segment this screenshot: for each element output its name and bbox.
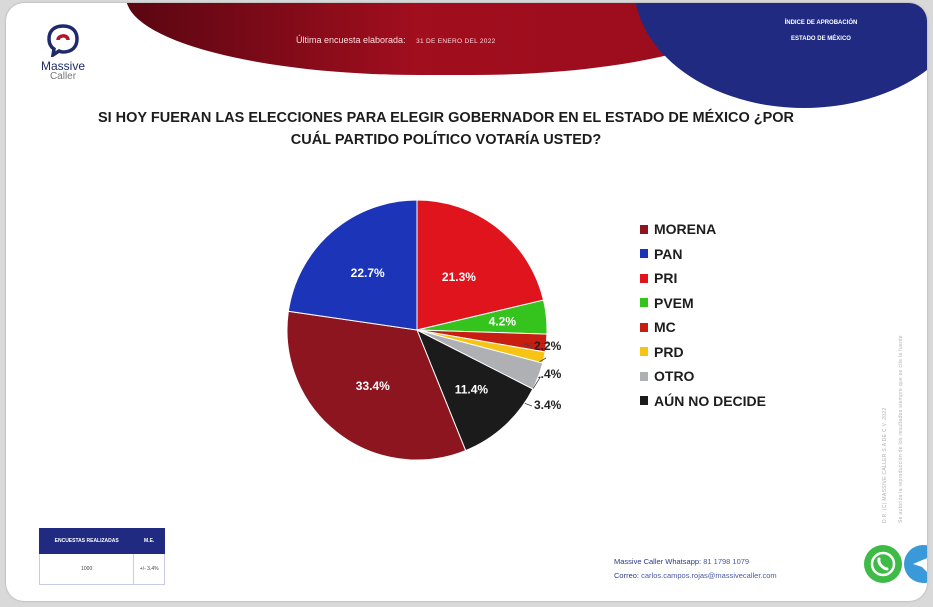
chart-title: SI HOY FUERAN LAS ELECCIONES PARA ELEGIR… xyxy=(66,107,826,151)
pie-slice-morena xyxy=(286,310,467,461)
brand-name-main: Massive xyxy=(40,59,85,73)
brand-name: Massive Caller xyxy=(38,60,88,82)
telegram-icon[interactable] xyxy=(904,545,927,583)
pie-slice-pri xyxy=(416,199,545,331)
legend-label-morena: MORENA xyxy=(654,221,717,238)
chart-legend: MORENA PAN PRI PVEM MC PRD OTRO AÚN NO DECIDE xyxy=(640,217,766,413)
pie-slice-aun xyxy=(416,328,534,452)
stats-cell-me: +/- 3.4% xyxy=(133,553,165,585)
contact-email: Correo: carlos.campos.rojas@massivecalle… xyxy=(614,569,777,583)
slice-label-pvem: 4.2% xyxy=(489,314,517,328)
legend-label-pri: PRI xyxy=(654,270,678,287)
legend-swatch-pvem xyxy=(640,298,648,308)
slice-label-aun: 11.4% xyxy=(455,382,489,396)
survey-card: Última encuesta elaborada: 31 DE ENERO D… xyxy=(6,3,927,601)
legend-label-prd: PRD xyxy=(654,343,684,360)
legend-swatch-pri xyxy=(640,273,648,283)
pie-slice-pan xyxy=(287,199,418,331)
legend-item-aun: AÚN NO DECIDE xyxy=(640,389,766,414)
email-link[interactable]: carlos.campos.rojas@massivecaller.com xyxy=(641,571,777,580)
banner-date: 31 DE ENERO DEL 2022 xyxy=(416,38,496,45)
legend-item-pan: PAN xyxy=(640,242,766,267)
legend-item-pri: PRI xyxy=(640,266,766,291)
whatsapp-icon[interactable] xyxy=(864,545,902,583)
chat-bubble-icon xyxy=(47,24,79,57)
slice-label-pri: 21.3% xyxy=(442,270,476,284)
banner-label: Última encuesta elaborada: xyxy=(296,35,406,45)
legend-label-pvem: PVEM xyxy=(654,294,694,311)
legend-item-pvem: PVEM xyxy=(640,291,766,316)
legend-item-mc: MC xyxy=(640,315,766,340)
corner-line2: ESTADO DE MÉXICO xyxy=(791,36,851,42)
corner-text: ÍNDICE DE APROBACIÓN ESTADO DE MÉXICO xyxy=(756,15,886,47)
legend-label-otro: OTRO xyxy=(654,368,695,385)
legend-swatch-morena xyxy=(640,224,648,234)
email-label: Correo: xyxy=(614,571,640,580)
chart-title-line1: SI HOY FUERAN LAS ELECCIONES PARA ELEGIR… xyxy=(97,110,795,126)
legend-swatch-prd xyxy=(640,347,648,357)
stats-header-surveys: ENCUESTAS REALIZADAS xyxy=(38,528,135,554)
legend-swatch-mc xyxy=(640,322,648,332)
pie-chart: 21.3%4.2%2.2%1.4%3.4%11.4%33.4%22.7% xyxy=(286,199,562,461)
banner-text: Última encuesta elaborada: 31 DE ENERO D… xyxy=(296,35,496,45)
slice-label-otro: 3.4% xyxy=(534,398,562,412)
stats-table: ENCUESTAS REALIZADAS M.E. 1000 +/- 3.4% xyxy=(38,528,165,585)
legend-label-aun: AÚN NO DECIDE xyxy=(654,392,767,409)
leader-line-mc xyxy=(523,342,549,348)
legend-item-morena: MORENA xyxy=(640,217,766,242)
brand-name-sub: Caller xyxy=(49,71,77,82)
side-note-1: D.R. (C) MASSIVE CALLER S.A DE C.V. 2022 xyxy=(882,407,888,523)
legend-label-mc: MC xyxy=(654,319,676,336)
stats-cell-surveys: 1000 xyxy=(38,553,135,585)
legend-item-otro: OTRO xyxy=(640,364,766,389)
whatsapp-number[interactable]: 81 1798 1079 xyxy=(703,557,750,566)
whatsapp-label: Massive Caller Whatsapp: xyxy=(614,557,702,566)
chart-title-line2: CUÁL PARTIDO POLÍTICO VOTARÍA USTED? xyxy=(290,132,602,148)
legend-swatch-otro xyxy=(640,371,648,381)
side-note-2: Se autoriza la reproducción de los resul… xyxy=(898,335,904,523)
legend-label-pan: PAN xyxy=(654,245,683,262)
contact-whatsapp: Massive Caller Whatsapp: 81 1798 1079 xyxy=(614,555,777,569)
slice-label-morena: 33.4% xyxy=(356,379,390,393)
corner-line1: ÍNDICE DE APROBACIÓN xyxy=(784,20,858,26)
legend-swatch-aun xyxy=(640,396,648,406)
slice-label-mc: 2.2% xyxy=(534,339,562,353)
legend-item-prd: PRD xyxy=(640,340,766,365)
brand-logo: Massive Caller xyxy=(38,23,88,82)
slice-label-pan: 22.7% xyxy=(351,266,385,280)
contact-info: Massive Caller Whatsapp: 81 1798 1079 Co… xyxy=(614,555,777,583)
legend-swatch-pan xyxy=(640,249,648,259)
stats-header-me: M.E. xyxy=(133,528,165,554)
